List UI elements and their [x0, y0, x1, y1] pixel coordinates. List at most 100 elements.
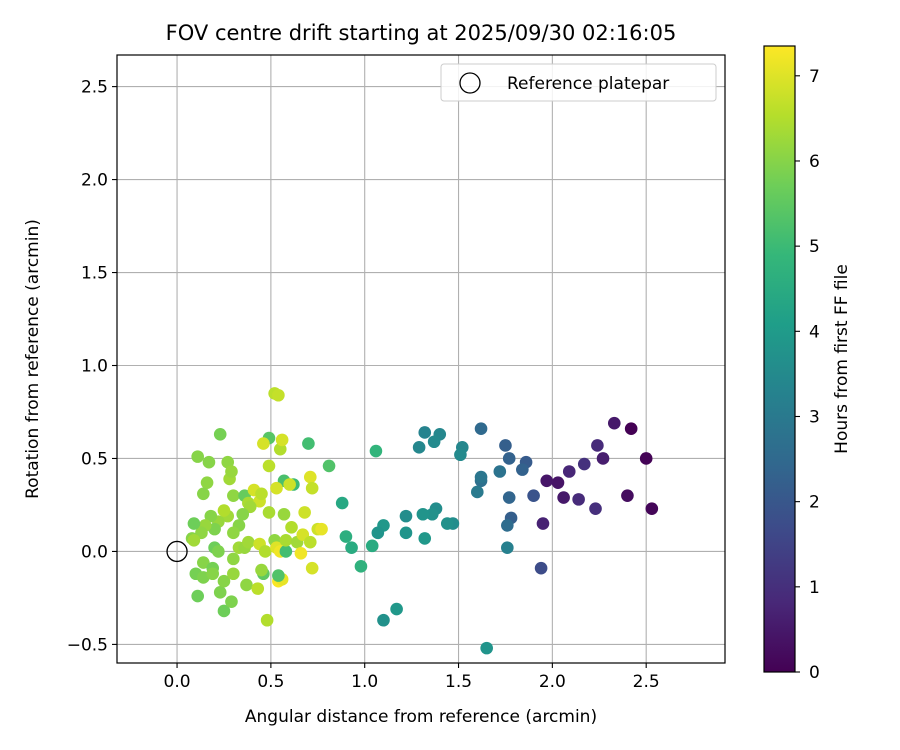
data-point	[596, 452, 610, 465]
data-point	[187, 533, 201, 547]
data-point	[412, 441, 426, 454]
data-point	[474, 470, 488, 484]
data-point	[354, 560, 368, 573]
data-point	[480, 641, 493, 655]
colorbar-tick-label: 7	[809, 67, 820, 87]
x-tick-label: 1.5	[445, 672, 472, 692]
data-point	[236, 507, 250, 521]
data-point	[206, 567, 220, 581]
colorbar-tick-label: 4	[809, 322, 820, 342]
data-point	[502, 452, 516, 465]
data-point	[418, 426, 432, 439]
colorbar-ticks: 0 1 2 3 4 5 6 7	[795, 67, 820, 683]
data-point	[499, 439, 512, 452]
data-point	[187, 517, 201, 530]
data-point	[470, 485, 484, 499]
data-point	[305, 561, 319, 575]
data-point	[283, 478, 296, 491]
data-point	[255, 563, 268, 577]
legend-entry-label: Reference platepar	[507, 74, 669, 94]
data-point	[577, 457, 591, 471]
reference-marker	[166, 540, 188, 563]
data-point	[645, 502, 659, 515]
data-point	[270, 481, 283, 495]
colorbar-tick-label: 5	[809, 237, 820, 257]
x-axis-ticks: 0.0 0.5 1.0 1.5 2.0 2.5	[164, 663, 660, 692]
y-axis-label: Rotation from reference (arcmin)	[23, 219, 43, 499]
data-point	[260, 613, 274, 627]
data-point	[217, 574, 231, 588]
data-point	[540, 474, 554, 488]
data-point	[527, 489, 540, 502]
data-point	[197, 487, 210, 501]
legend: Reference platepar	[440, 63, 717, 102]
data-point	[572, 493, 585, 506]
y-tick-label: 1.0	[81, 357, 108, 377]
data-point	[425, 507, 439, 521]
y-axis-ticks: −0.5 0.0 0.5 1.0 1.5 2.0 2.5	[67, 78, 117, 655]
data-point	[275, 433, 289, 447]
data-point	[227, 567, 240, 581]
data-point	[399, 526, 413, 540]
data-point	[399, 509, 413, 523]
colorbar-label: Hours from first FF file	[832, 264, 852, 454]
data-point	[277, 507, 291, 521]
data-point	[255, 487, 268, 501]
data-point	[262, 506, 276, 519]
data-point	[345, 541, 358, 555]
data-point	[305, 481, 319, 495]
data-point	[502, 491, 516, 504]
reference-platepar-marker	[166, 540, 188, 563]
data-point	[279, 533, 293, 547]
data-point	[298, 506, 311, 519]
data-point	[262, 459, 276, 473]
data-point	[257, 437, 270, 450]
data-point	[315, 522, 328, 536]
data-point	[624, 422, 638, 436]
data-point	[242, 535, 255, 549]
data-point	[390, 602, 403, 616]
data-point	[371, 526, 385, 540]
data-point	[285, 520, 298, 534]
data-point	[365, 539, 379, 553]
y-tick-label: 0.0	[81, 542, 108, 562]
data-point	[474, 422, 488, 436]
x-tick-label: 2.5	[633, 672, 660, 692]
data-point	[322, 459, 336, 473]
data-point	[197, 556, 210, 569]
data-point	[557, 491, 570, 504]
data-point	[213, 428, 227, 441]
data-point	[240, 578, 253, 592]
data-point	[454, 448, 467, 462]
data-point	[501, 541, 514, 555]
colorbar-tick-label: 6	[809, 152, 820, 172]
data-point	[227, 489, 240, 502]
data-point	[191, 450, 204, 463]
colorbar-tick-label: 3	[809, 407, 820, 427]
data-point	[200, 476, 214, 489]
legend-reference-marker	[459, 72, 481, 94]
data-point	[303, 470, 317, 484]
data-point	[418, 532, 432, 545]
data-point	[272, 569, 285, 582]
scatter-points	[185, 387, 659, 655]
data-point	[217, 504, 231, 517]
colorbar-gradient	[763, 45, 796, 673]
data-point	[227, 552, 240, 566]
data-point	[213, 586, 227, 599]
data-point	[258, 545, 272, 558]
data-point	[335, 496, 349, 510]
data-point	[272, 388, 285, 402]
data-point	[369, 444, 383, 458]
legend-box	[440, 63, 717, 102]
y-tick-label: 2.5	[81, 78, 108, 98]
data-point	[607, 416, 621, 430]
y-tick-label: −0.5	[67, 635, 108, 655]
y-tick-label: 1.5	[81, 264, 108, 284]
colorbar-tick-label: 2	[809, 493, 820, 513]
data-point	[204, 509, 218, 523]
data-point	[501, 519, 514, 532]
data-point	[591, 439, 604, 452]
data-point	[427, 435, 441, 449]
data-point	[621, 489, 634, 502]
